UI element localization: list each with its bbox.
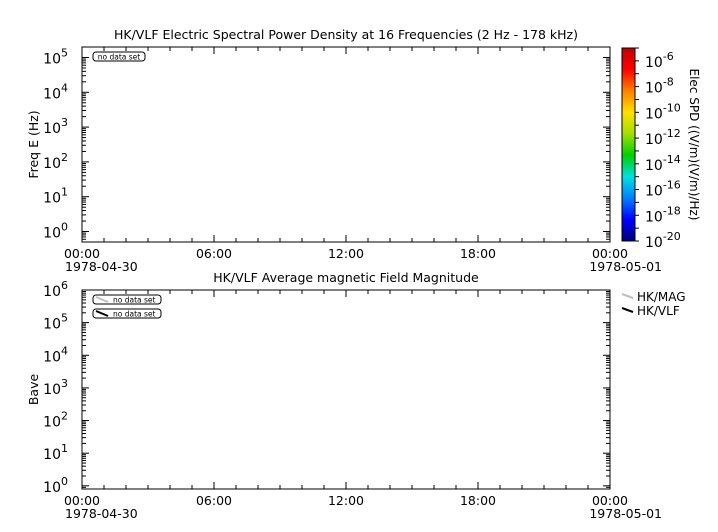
y-tick-label: 105 <box>43 46 68 67</box>
y-tick-label: 104 <box>43 81 68 102</box>
no-data-badge <box>92 51 146 62</box>
y-tick-label: 105 <box>43 312 68 333</box>
x-date-end: 1978-05-01 <box>589 259 662 274</box>
x-tick-label: 00:00 <box>64 246 100 261</box>
plot-frame <box>81 46 611 243</box>
legend-label: HK/VLF <box>637 304 680 318</box>
colorbar-tick-label: 10-6 <box>645 50 674 71</box>
legend-swatch <box>621 293 634 299</box>
y-tick-label: 101 <box>43 442 68 463</box>
chart-title: HK/VLF Average magnetic Field Magnitude <box>213 270 479 285</box>
x-tick-label: 00:00 <box>592 493 628 508</box>
x-tick-label: 06:00 <box>196 246 232 261</box>
y-tick-label: 100 <box>43 221 68 242</box>
y-axis-label: Bave <box>26 374 41 406</box>
x-date-end: 1978-05-01 <box>589 506 662 521</box>
y-tick-label: 102 <box>43 151 68 172</box>
colorbar-label: Elec SPD ((V/m)(V/m)/Hz) <box>687 69 701 221</box>
chart-title: HK/VLF Electric Spectral Power Density a… <box>114 27 578 42</box>
x-date-start: 1978-04-30 <box>65 259 138 274</box>
colorbar-tick-label: 10-18 <box>645 204 681 225</box>
y-tick-label: 103 <box>43 116 68 137</box>
no-data-label: no data set <box>113 296 156 305</box>
colorbar-tick-label: 10-10 <box>645 101 681 122</box>
y-tick-label: 106 <box>43 279 68 300</box>
y-tick-label: 104 <box>43 344 68 365</box>
x-tick-label: 00:00 <box>64 493 100 508</box>
colorbar <box>621 47 636 242</box>
colorbar-tick-label: 10-12 <box>645 127 681 148</box>
legend-label: HK/MAG <box>637 290 686 304</box>
colorbar-tick-label: 10-20 <box>645 230 681 251</box>
x-tick-label: 18:00 <box>460 246 496 261</box>
no-data-label: no data set <box>98 53 141 62</box>
colorbar-tick-label: 10-14 <box>645 153 681 174</box>
series-swatch <box>95 296 109 303</box>
colorbar-tick-label: 10-16 <box>645 179 681 200</box>
x-tick-label: 06:00 <box>196 493 232 508</box>
colorbar-tick-label: 10-8 <box>645 76 674 97</box>
no-data-badge <box>92 294 162 305</box>
no-data-label: no data set <box>113 310 156 319</box>
x-tick-label: 00:00 <box>592 246 628 261</box>
y-tick-label: 100 <box>43 475 68 496</box>
x-date-start: 1978-04-30 <box>65 506 138 521</box>
no-data-badge <box>92 308 162 319</box>
y-tick-label: 101 <box>43 186 68 207</box>
x-tick-label: 12:00 <box>328 493 364 508</box>
y-tick-label: 102 <box>43 410 68 431</box>
y-axis-label: Freq E (Hz) <box>26 110 41 178</box>
y-tick-label: 103 <box>43 377 68 398</box>
x-tick-label: 12:00 <box>328 246 364 261</box>
series-swatch <box>95 310 109 317</box>
x-tick-label: 18:00 <box>460 493 496 508</box>
plot-frame <box>81 289 611 490</box>
legend-swatch <box>621 307 634 313</box>
